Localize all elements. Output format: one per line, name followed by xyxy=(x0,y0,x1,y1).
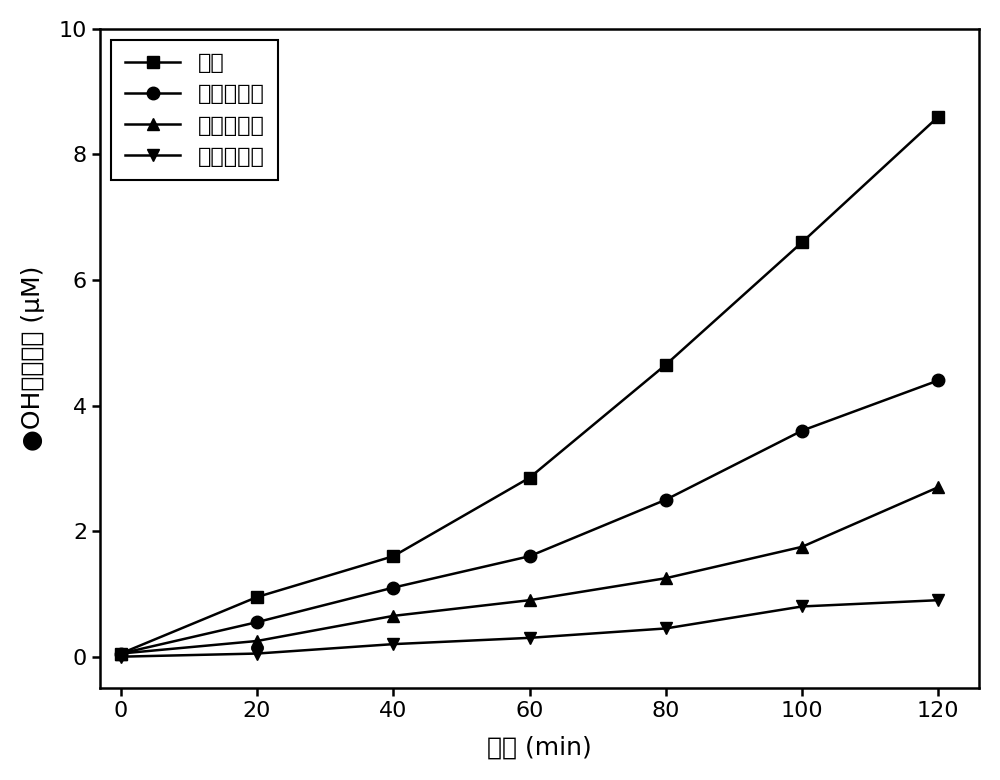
四分之一膜 xyxy=(524,595,536,604)
Legend: 整膜, 二分之一膜, 四分之一膜, 八分之一膜: 整膜, 二分之一膜, 四分之一膜, 八分之一膜 xyxy=(111,40,278,180)
八分之一膜 xyxy=(251,649,263,658)
整膜 xyxy=(251,592,263,601)
二分之一膜 xyxy=(660,495,672,505)
X-axis label: 时间 (min): 时间 (min) xyxy=(487,736,592,759)
整膜 xyxy=(660,360,672,370)
二分之一膜 xyxy=(524,551,536,561)
整膜 xyxy=(796,238,808,247)
Line: 八分之一膜: 八分之一膜 xyxy=(114,594,945,663)
八分之一膜 xyxy=(115,652,127,661)
整膜 xyxy=(932,112,944,122)
八分之一膜 xyxy=(932,595,944,604)
八分之一膜 xyxy=(796,602,808,612)
八分之一膜 xyxy=(660,624,672,633)
Line: 整膜: 整膜 xyxy=(114,111,945,660)
二分之一膜 xyxy=(387,583,399,592)
四分之一膜 xyxy=(387,612,399,621)
四分之一膜 xyxy=(796,542,808,551)
二分之一膜 xyxy=(115,649,127,658)
整膜 xyxy=(524,473,536,483)
四分之一膜 xyxy=(251,636,263,646)
Line: 四分之一膜: 四分之一膜 xyxy=(114,481,945,660)
八分之一膜 xyxy=(387,640,399,649)
二分之一膜 xyxy=(932,376,944,385)
整膜 xyxy=(115,649,127,658)
四分之一膜 xyxy=(115,649,127,658)
二分之一膜 xyxy=(251,618,263,627)
Y-axis label: ●OH累积浓度 (μM): ●OH累积浓度 (μM) xyxy=(21,266,45,451)
整膜 xyxy=(387,551,399,561)
四分之一膜 xyxy=(660,573,672,583)
四分之一膜 xyxy=(932,483,944,492)
二分之一膜 xyxy=(796,426,808,435)
八分之一膜 xyxy=(524,633,536,643)
Line: 二分之一膜: 二分之一膜 xyxy=(114,374,945,660)
